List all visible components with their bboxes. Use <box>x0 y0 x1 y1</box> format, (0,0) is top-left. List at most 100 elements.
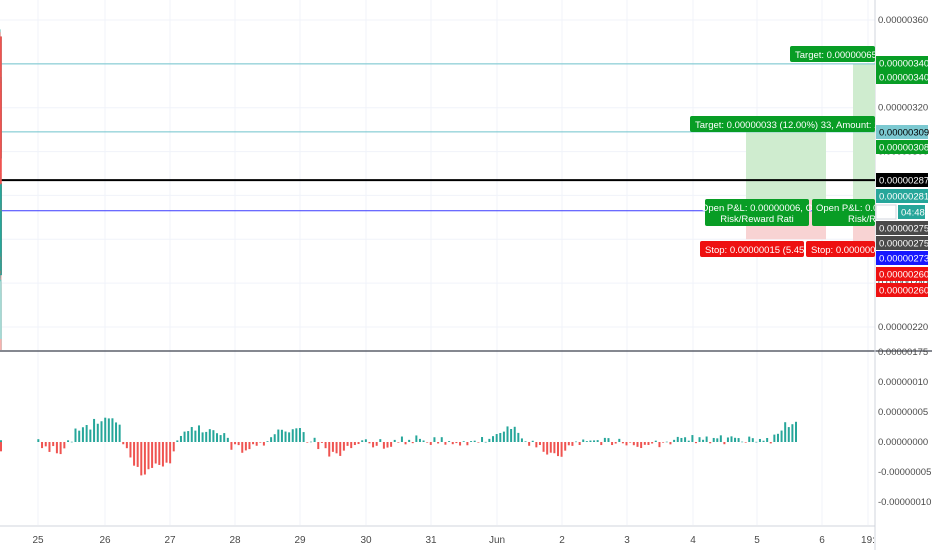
price-tag-0.00000275[interactable]: 0.00000275 <box>876 236 929 250</box>
macd-histogram-bar <box>382 442 385 449</box>
macd-histogram-bar <box>451 442 454 445</box>
macd-histogram-bar <box>560 442 563 457</box>
target-label-2[interactable]: Target: 0.00000065 ( <box>790 46 884 62</box>
price-tag-0.00000281[interactable]: 0.00000281 <box>876 189 929 203</box>
macd-histogram-bar <box>219 435 222 442</box>
macd-histogram-bar <box>364 439 367 442</box>
macd-histogram-bar <box>462 441 465 442</box>
macd-histogram-bar <box>477 442 480 443</box>
macd-histogram-bar <box>411 442 414 444</box>
macd-histogram-bar <box>372 442 375 448</box>
macd-histogram-bar <box>766 437 769 442</box>
macd-histogram-bar <box>758 438 761 442</box>
macd-histogram-bar <box>179 435 182 442</box>
macd-histogram-bar <box>284 431 287 442</box>
target-label-1[interactable]: Target: 0.00000033 (12.00%) 33, Amount: … <box>690 116 885 132</box>
macd-histogram-bar <box>787 427 790 442</box>
macd-histogram-bar <box>625 442 628 446</box>
macd-histogram-bar <box>769 442 772 444</box>
macd-histogram-bar <box>277 429 280 442</box>
price-tag-0.00000340[interactable]: 0.00000340 <box>876 70 929 84</box>
macd-histogram-bar <box>375 442 378 446</box>
price-tag-0.00000287[interactable]: 0.00000287 <box>876 173 929 187</box>
macd-histogram-bar <box>81 427 84 442</box>
macd-tick-label: -0.00000005 <box>878 467 931 478</box>
macd-histogram-bar <box>262 442 265 446</box>
price-tag-04:48[interactable]: 04:48 <box>875 204 925 220</box>
price-tag-text: 0.00000308 <box>879 143 929 154</box>
macd-histogram-bar <box>320 442 323 443</box>
price-tag-0.00000260[interactable]: 0.00000260 <box>876 283 929 297</box>
macd-histogram-bar <box>291 429 294 442</box>
macd-histogram-bar <box>273 434 276 442</box>
macd-histogram-bar <box>266 441 269 442</box>
macd-histogram-bar <box>755 441 758 443</box>
price-tag-0.00000260[interactable]: 0.00000260 <box>876 267 929 281</box>
stop-label-1-bg <box>700 241 804 257</box>
macd-histogram-bar <box>104 417 107 442</box>
price-tag-0.00000309[interactable]: 0.00000309 <box>876 125 929 139</box>
macd-histogram-bar <box>629 442 632 443</box>
macd-histogram-bar <box>596 440 599 442</box>
macd-histogram-bar <box>404 442 407 445</box>
macd-histogram-bar <box>125 442 128 449</box>
price-tag-text: 0.00000260 <box>879 270 929 281</box>
stop-label-1[interactable]: Stop: 0.00000015 (5.45%) <box>700 241 816 257</box>
price-tag-text: 0.00000275 <box>879 239 929 250</box>
candle-body <box>0 42 2 62</box>
macd-histogram-bar <box>564 442 567 451</box>
macd-histogram-bar <box>632 442 635 446</box>
candle-body <box>0 120 2 148</box>
price-tag-text: 0.00000340 <box>879 59 929 70</box>
macd-histogram-bar <box>658 442 661 448</box>
price-tag-0.00000308[interactable]: 0.00000308 <box>876 140 929 154</box>
date-tick-28: 28 <box>229 535 241 546</box>
macd-histogram-bar <box>418 438 421 442</box>
position-labels[interactable]: Target: 0.00000033 (12.00%) 33, Amount: … <box>690 46 885 257</box>
macd-histogram-bar <box>716 438 719 442</box>
candlesticks <box>0 29 2 282</box>
macd-histogram-bar <box>317 442 320 450</box>
candle-body <box>0 147 2 158</box>
macd-histogram-bar <box>100 421 103 442</box>
macd-histogram-bar <box>208 429 211 442</box>
candle-body <box>0 71 2 86</box>
stop-label-2[interactable]: Stop: 0.0000001 <box>806 241 881 257</box>
macd-histogram-bar <box>339 442 342 456</box>
macd-histogram-bar <box>78 430 81 442</box>
macd-histogram-bar <box>52 442 55 447</box>
macd-histogram-bar <box>59 442 62 455</box>
macd-histogram-bar <box>712 437 715 442</box>
candle-body <box>0 209 2 218</box>
price-tag-0.00000273[interactable]: 0.00000273 <box>876 251 929 265</box>
macd-histogram-bar <box>143 442 146 475</box>
macd-histogram-bar <box>44 442 47 447</box>
macd-histogram-bar <box>197 425 200 442</box>
macd-histogram-bar <box>647 442 650 445</box>
macd-histogram-bar <box>324 442 327 449</box>
price-tag-0.00000275[interactable]: 0.00000275 <box>876 221 929 235</box>
date-tick-6: 6 <box>819 535 825 546</box>
macd-histogram-bar <box>223 433 226 442</box>
macd-histogram-bar <box>270 437 273 442</box>
macd-histogram-bar <box>492 436 495 442</box>
price-tag-bg <box>876 283 928 297</box>
price-tag-0.00000340[interactable]: 0.00000340 <box>876 56 929 70</box>
price-tag-text: 04:48 <box>901 208 925 219</box>
price-axis[interactable]: 0.000003600.000003400.000003200.00000300… <box>875 15 931 508</box>
macd-histogram-bar <box>237 442 240 446</box>
price-tag-text: 0.00000281 <box>879 192 929 203</box>
macd-histogram-bar <box>640 442 643 449</box>
time-axis[interactable]: 25 26 27 28 29 30 31 Jun 2 3 4 5 6 19: <box>32 535 875 546</box>
macd-histogram-bar <box>614 442 617 444</box>
macd-histogram-bar <box>502 431 505 442</box>
macd-histogram-bar <box>244 442 247 451</box>
macd-histogram-bar <box>70 441 73 443</box>
macd-histogram-bar <box>524 441 527 442</box>
macd-histogram-bar <box>636 442 639 447</box>
macd-histogram-bar <box>408 439 411 442</box>
